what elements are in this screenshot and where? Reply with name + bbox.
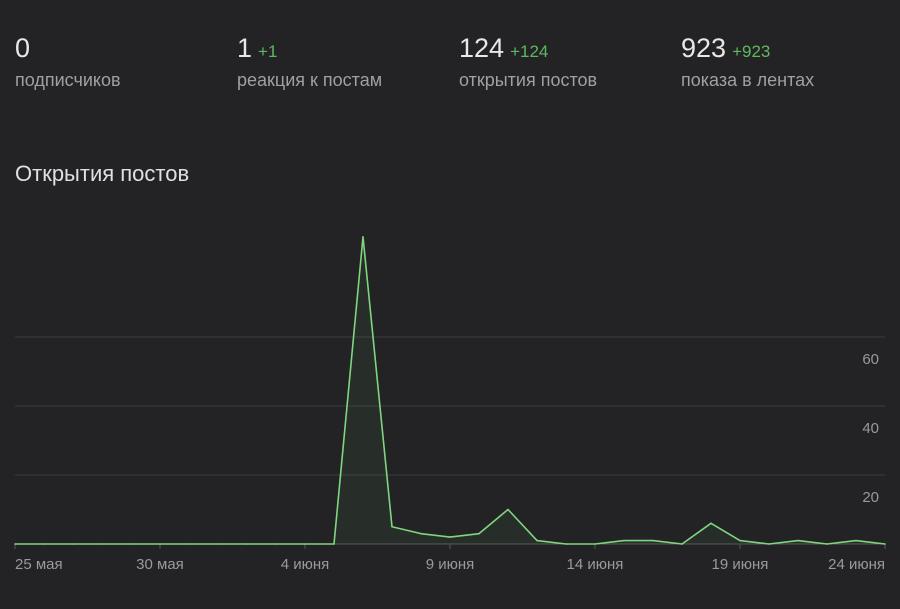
stat-feed-impressions: 923 +923 показа в лентах [681, 33, 814, 91]
data-point [884, 543, 886, 545]
data-point [130, 543, 132, 545]
data-point [391, 525, 393, 528]
data-point [797, 539, 799, 542]
data-point [333, 543, 335, 545]
stat-delta: +923 [732, 42, 771, 61]
x-tick-label: 30 мая [136, 556, 184, 573]
data-point [565, 543, 567, 545]
data-point [855, 539, 857, 542]
y-tick-label: 40 [862, 420, 879, 437]
stat-delta: +1 [258, 42, 278, 61]
data-point [826, 543, 828, 545]
data-point [681, 543, 683, 545]
data-point [217, 543, 219, 545]
stat-value: 0 [15, 33, 31, 63]
data-point [304, 543, 306, 545]
data-point [72, 543, 74, 545]
data-point [594, 543, 596, 545]
data-point [43, 543, 45, 545]
stat-value: 1 [237, 33, 253, 63]
y-tick-label: 60 [862, 351, 879, 368]
stat-value: 124 [459, 33, 505, 63]
data-point [710, 522, 712, 525]
stat-post-opens: 124 +124 открытия постов [459, 33, 597, 91]
data-point [652, 539, 654, 542]
data-point [275, 543, 277, 545]
data-point [362, 236, 364, 238]
data-point [478, 532, 480, 535]
data-point [420, 532, 422, 535]
series-area [15, 236, 885, 544]
x-tick-label: 4 июня [281, 556, 330, 573]
x-tick-label: 9 июня [426, 556, 475, 573]
stat-label: открытия постов [459, 70, 598, 90]
data-point [623, 539, 625, 542]
y-tick-label: 20 [862, 489, 879, 506]
data-point [768, 543, 770, 545]
stat-value: 923 [681, 33, 727, 63]
stat-label: реакция к постам [237, 70, 383, 90]
data-point [101, 543, 103, 545]
x-tick-label: 25 мая [15, 556, 63, 573]
chart-title: Открытия постов [15, 161, 190, 186]
data-point [246, 543, 248, 545]
data-point [159, 543, 161, 545]
stat-subscribers: 0 подписчиков [15, 33, 121, 91]
stat-delta: +124 [510, 42, 549, 61]
stat-reactions: 1 +1 реакция к постам [237, 33, 382, 91]
series-line [15, 236, 886, 545]
data-point [739, 539, 741, 542]
data-point [449, 536, 451, 538]
x-tick-label: 24 июня [828, 556, 885, 573]
stat-label: показа в лентах [681, 70, 815, 90]
stat-label: подписчиков [15, 70, 121, 90]
data-point [507, 508, 509, 511]
data-point [188, 543, 190, 545]
data-point [536, 539, 538, 542]
x-tick-label: 14 июня [567, 556, 624, 573]
x-tick-label: 19 июня [712, 556, 769, 573]
data-point [14, 543, 16, 545]
